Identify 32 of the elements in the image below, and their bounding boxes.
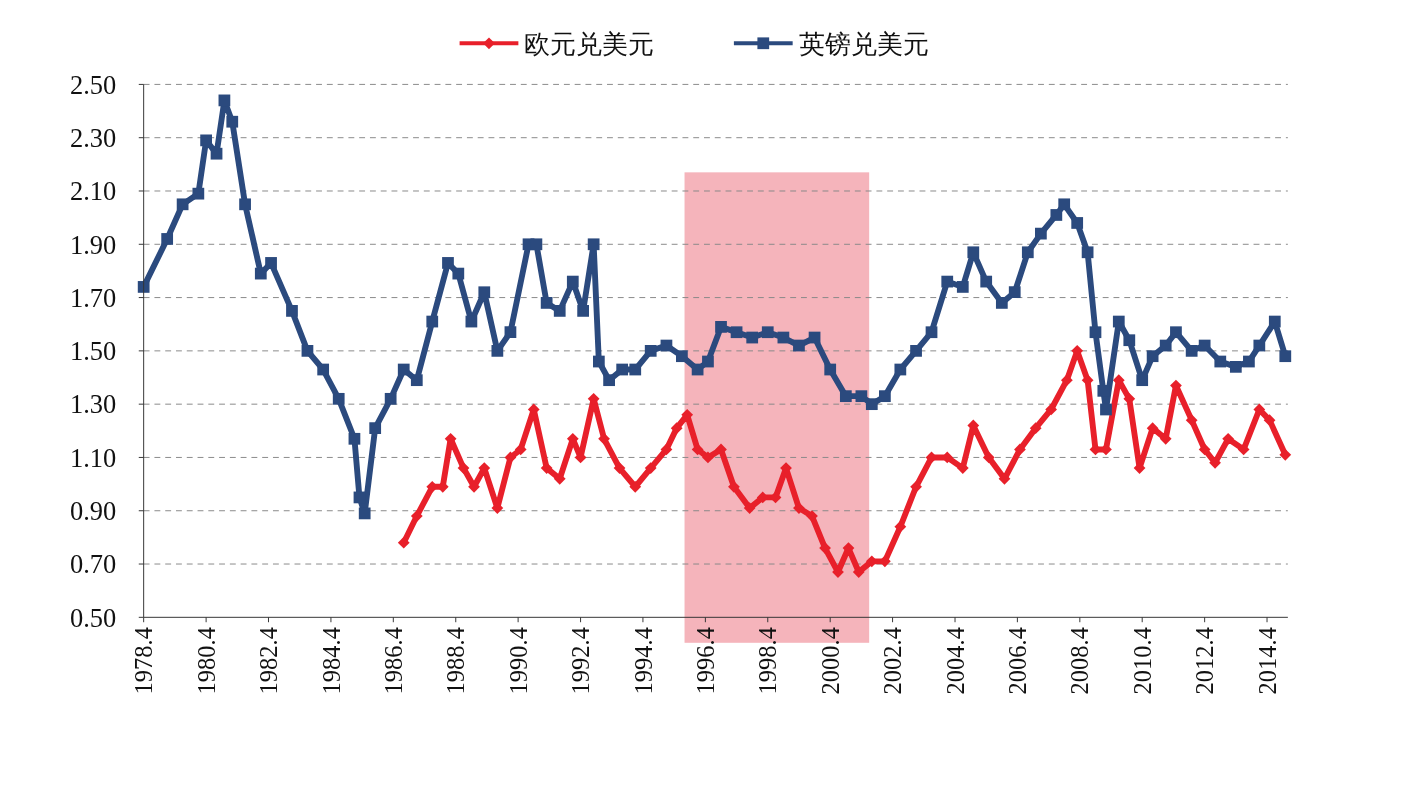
x-tick-label: 2010.4 — [1128, 627, 1156, 695]
x-tick-label: 1990.4 — [504, 627, 532, 695]
x-tick-label: 1992.4 — [567, 627, 595, 695]
legend-label: 英镑兑美元 — [798, 27, 929, 59]
x-tick-label: 2008.4 — [1066, 627, 1094, 695]
y-tick-label: 1.30 — [69, 389, 117, 420]
y-tick-label: 2.50 — [69, 69, 117, 100]
y-tick-label: 0.90 — [69, 496, 117, 526]
legend-label: 欧元兑美元 — [524, 27, 655, 59]
x-tick-label: 1996.4 — [691, 627, 719, 695]
x-tick-label: 1994.4 — [629, 627, 657, 695]
y-tick-label: 1.70 — [69, 282, 117, 313]
x-tick-label: 1986.4 — [379, 627, 407, 695]
x-tick-label: 2014.4 — [1253, 627, 1281, 695]
x-tick-label: 1978.4 — [130, 627, 158, 695]
y-tick-label: 2.10 — [69, 176, 117, 207]
x-tick-label: 1982.4 — [255, 627, 283, 695]
x-tick-label: 2004.4 — [941, 627, 969, 695]
x-tick-label: 2002.4 — [879, 627, 907, 695]
x-tick-label: 2012.4 — [1191, 627, 1219, 695]
y-tick-label: 1.10 — [69, 442, 117, 473]
x-tick-label: 1988.4 — [442, 627, 470, 695]
y-tick-label: 1.90 — [69, 229, 117, 260]
y-tick-label: 2.30 — [69, 122, 117, 153]
x-tick-label: 1984.4 — [317, 627, 345, 695]
y-tick-label: 0.70 — [69, 549, 117, 580]
x-tick-label: 2000.4 — [816, 627, 844, 695]
y-tick-label: 1.50 — [69, 336, 117, 367]
x-tick-label: 1980.4 — [192, 627, 220, 695]
x-tick-label: 2006.4 — [1003, 627, 1031, 695]
y-tick-label: 0.50 — [69, 602, 117, 633]
x-tick-label: 1998.4 — [754, 627, 782, 695]
